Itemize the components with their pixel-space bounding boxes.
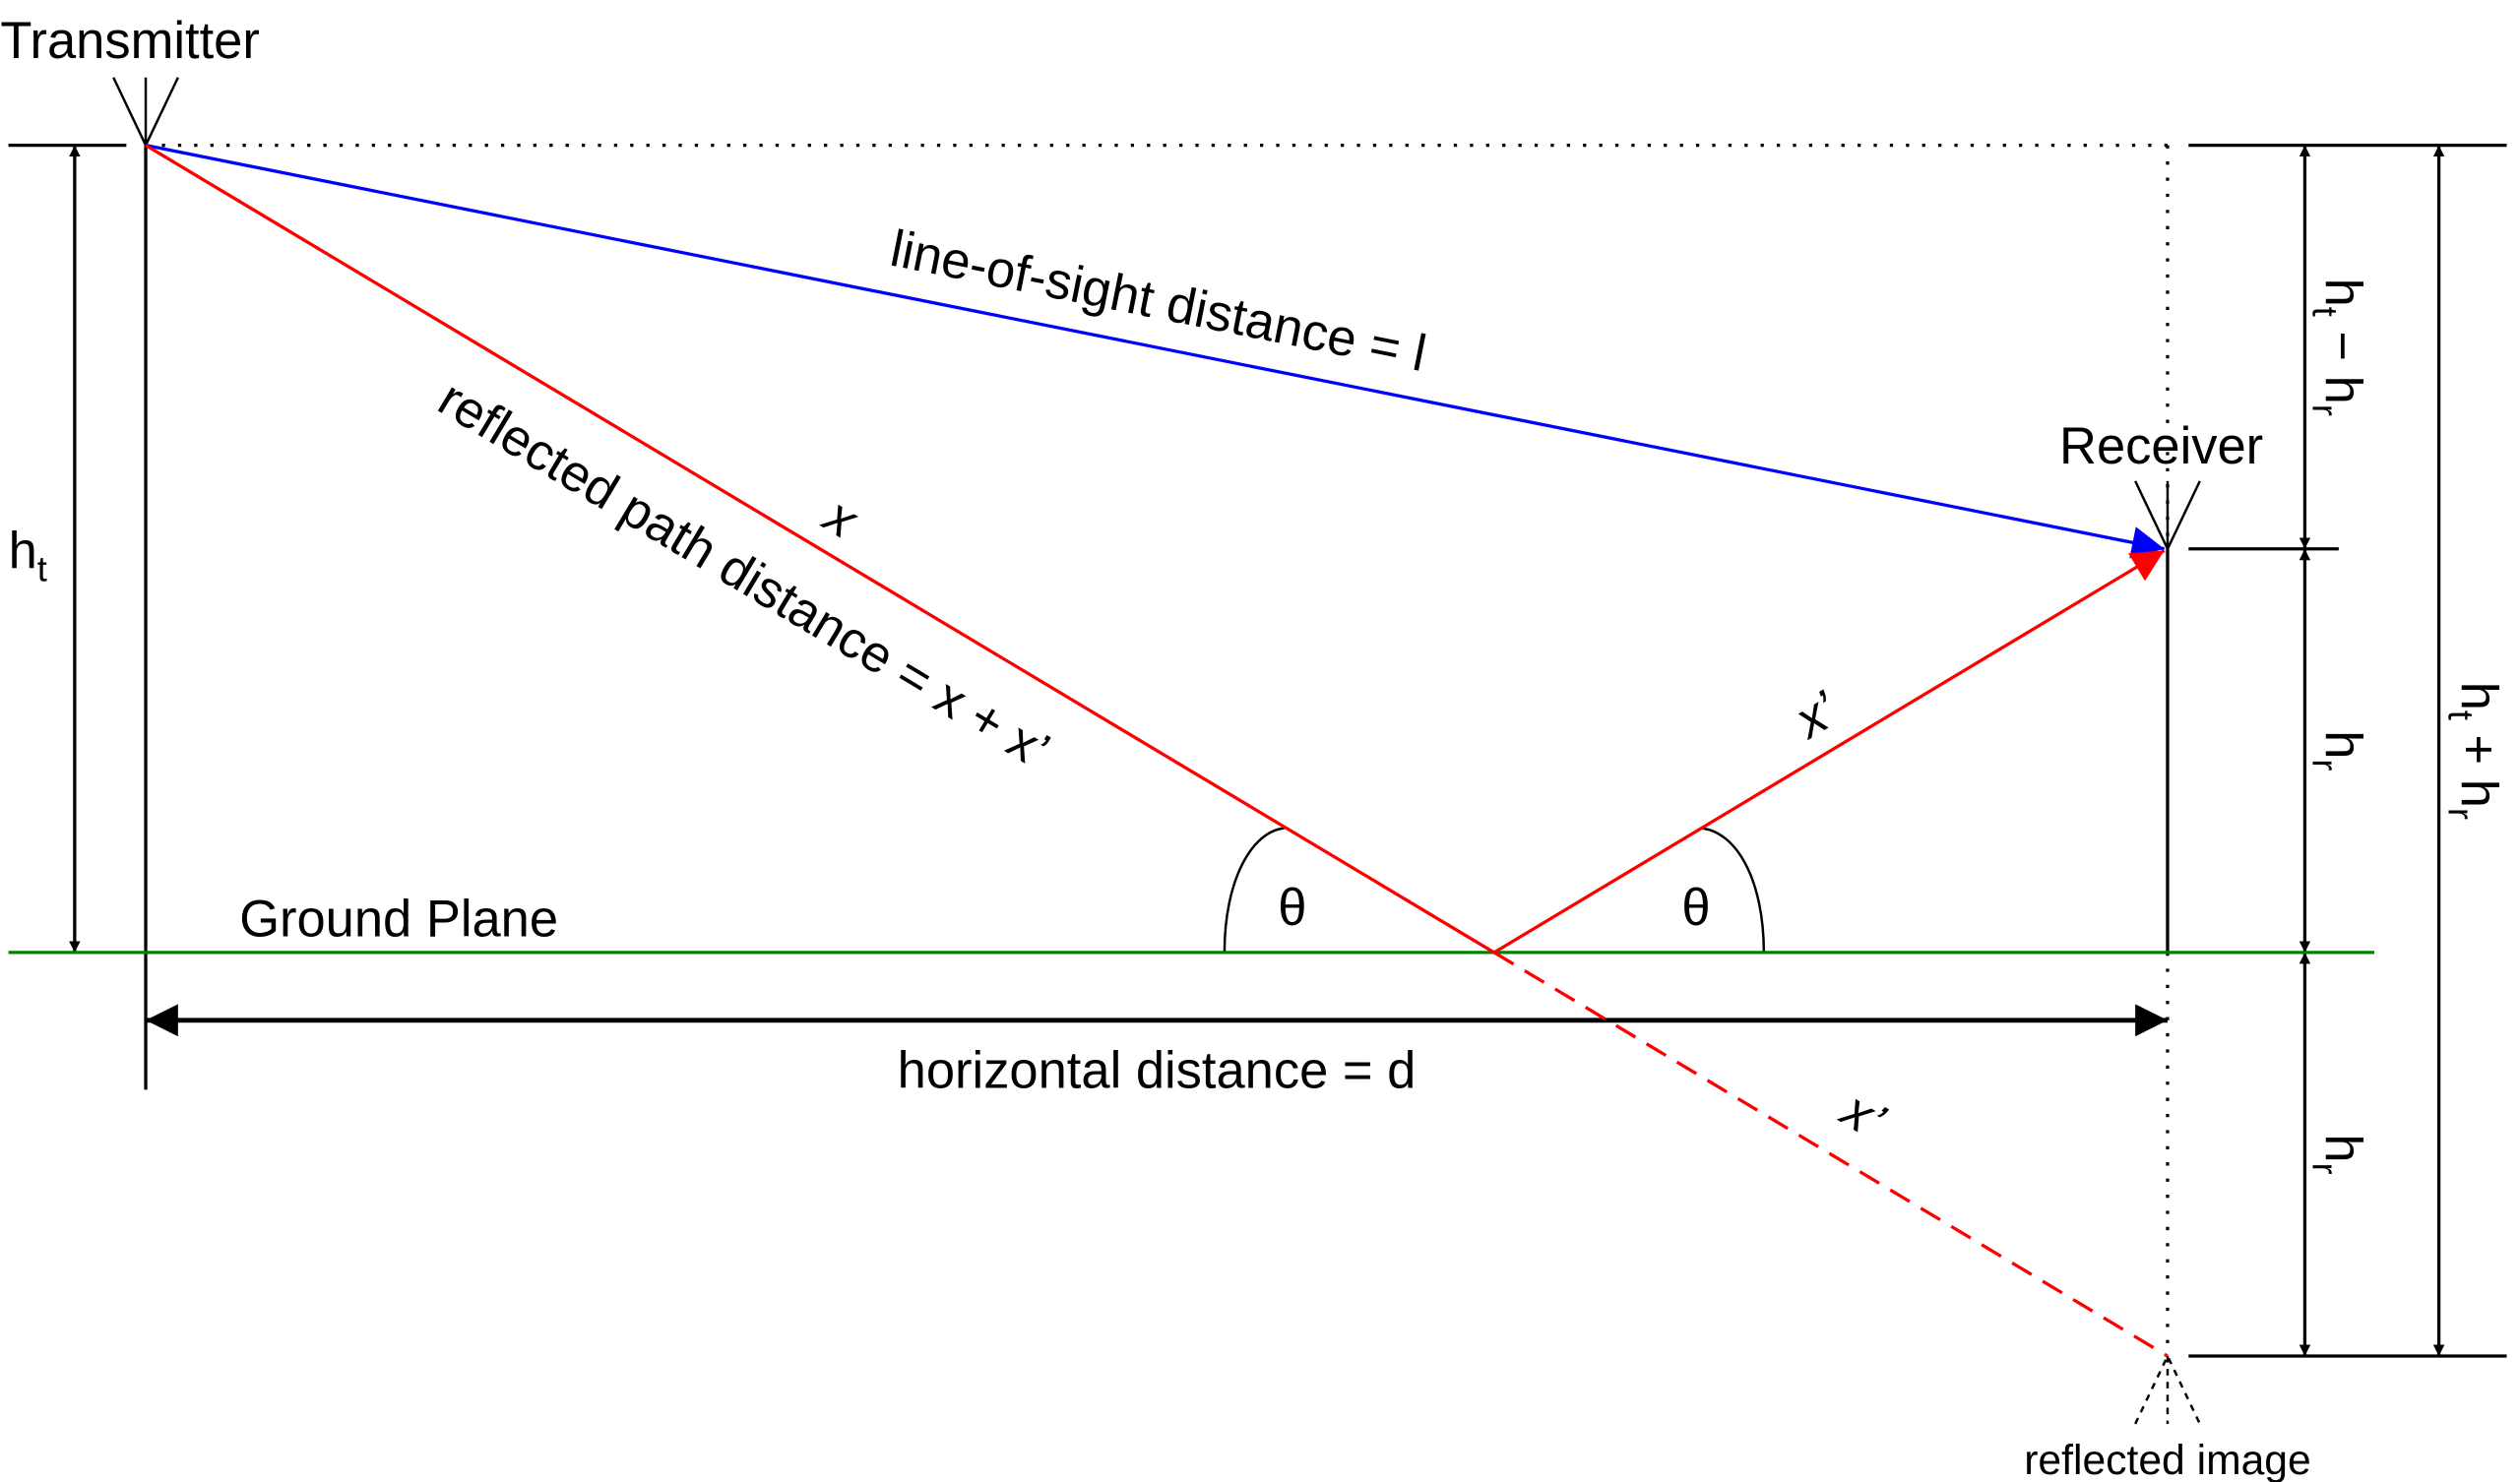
transmitter-antenna-icon [112,77,179,149]
receiver-antenna-icon [2134,480,2201,552]
x-prime-label: x’ [1783,680,1849,751]
hr-label: hr [2305,730,2372,771]
ground-plane-label: Ground Plane [239,891,558,949]
line-of-sight-ray [145,144,2166,559]
hr-image-label: hr [2305,1134,2372,1174]
reflected-path-label: reflected path distance = x + x’ [429,369,1060,779]
ht-label: ht [9,522,47,588]
transmitter-label: Transmitter [0,12,259,70]
horizontal-distance-label: horizontal distance = d [898,1042,1417,1100]
theta-left-label: θ [1278,879,1306,937]
reflected-image-label: reflected image [2024,1437,2311,1482]
theta-arc-right [1700,827,1766,953]
receiver-label: Receiver [2059,417,2263,475]
x-prime-image-label: x’ [1830,1080,1896,1150]
reflected-ray [1493,549,2166,955]
x-label: x [812,485,868,551]
ht-plus-hr-label: ht + hr [2440,682,2507,820]
los-label: line-of-sight distance = l [886,219,1431,383]
reflected-image-antenna-icon [2134,1353,2201,1425]
theta-right-label: θ [1681,879,1710,937]
image-ray-dashed [1493,951,2169,1358]
theta-arc-left [1223,827,1285,953]
ht-minus-hr-label: ht − hr [2305,278,2372,416]
incident-ray [145,144,1495,955]
